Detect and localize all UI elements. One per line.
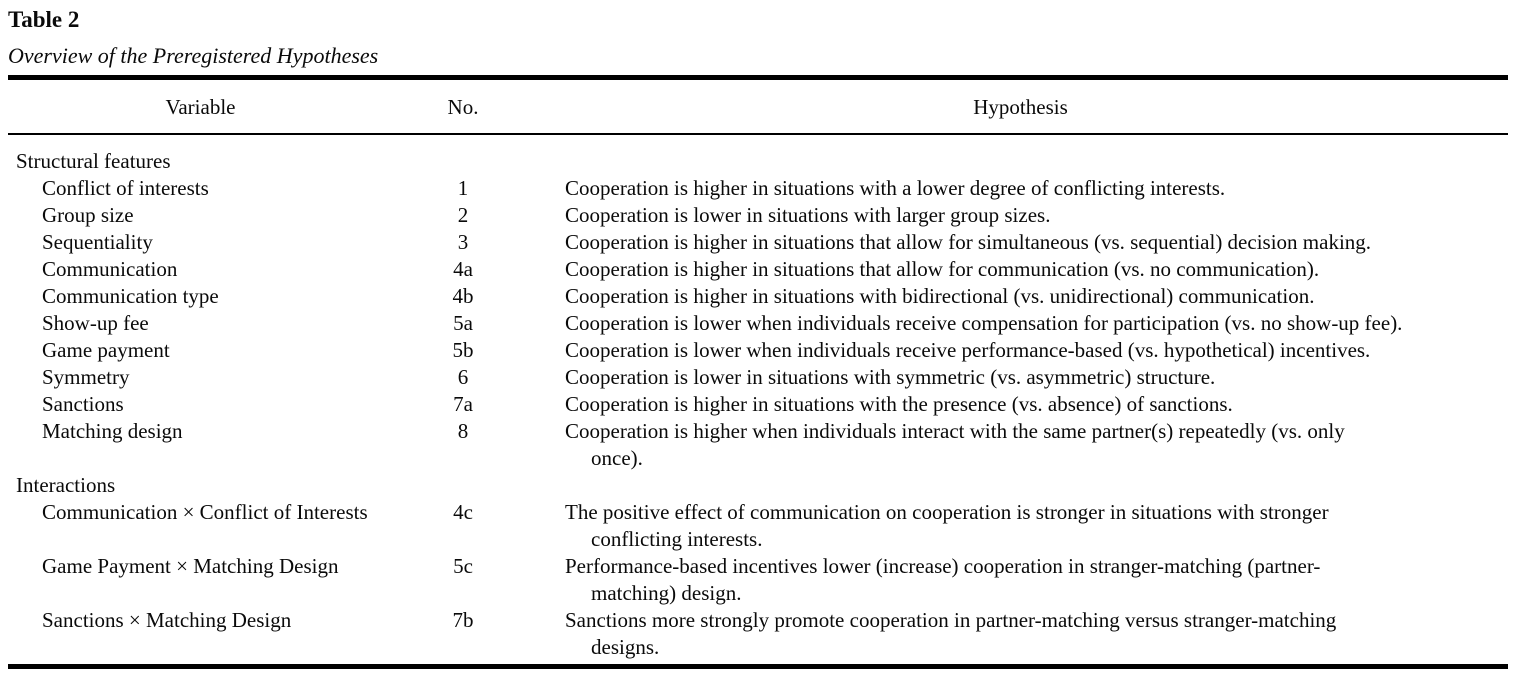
variable-cell: Game Payment × Matching Design bbox=[42, 554, 339, 578]
table-number: Table 2 bbox=[8, 7, 80, 32]
variable-cell: Communication bbox=[42, 257, 178, 281]
hypothesis-number-cell: 7a bbox=[453, 392, 473, 416]
table-row: Sanctions × Matching Design 7b Sanctions m… bbox=[8, 607, 1508, 661]
bottom-rule bbox=[8, 664, 1508, 669]
section-no-spacer bbox=[393, 134, 533, 175]
hypothesis-text-cell: Cooperation is lower when individuals re… bbox=[565, 338, 1371, 362]
hypotheses-table: Variable No. Hypothesis Structural featu… bbox=[8, 80, 1508, 661]
table-row: Communication type 4b Cooperation is highe… bbox=[8, 283, 1508, 310]
hypothesis-text-cell: Cooperation is lower when individuals re… bbox=[565, 311, 1403, 335]
hypothesis-number-cell: 4c bbox=[453, 500, 473, 524]
table-row: Conflict of interests 1 Cooperation is hig… bbox=[8, 175, 1508, 202]
hypothesis-text-cell: Cooperation is higher in situations that… bbox=[565, 230, 1372, 254]
section-header-row: Interactions bbox=[8, 472, 1508, 499]
variable-cell: Sanctions × Matching Design bbox=[42, 608, 292, 632]
hypothesis-number-cell: 8 bbox=[457, 419, 469, 443]
variable-cell: Communication type bbox=[42, 284, 219, 308]
column-header-hypothesis: Hypothesis bbox=[533, 80, 1508, 135]
hypothesis-number-cell: 4a bbox=[453, 257, 473, 281]
table-row: Game Payment × Matching Design 5c Performa… bbox=[8, 553, 1508, 607]
hypothesis-text-cell: Cooperation is higher in situations with… bbox=[565, 176, 1226, 200]
hypothesis-text-cell: Cooperation is higher when individuals i… bbox=[565, 419, 1345, 470]
column-header-variable: Variable bbox=[8, 80, 393, 135]
variable-cell: Show-up fee bbox=[42, 311, 149, 335]
table-row: Matching design 8 Cooperation is higher wh… bbox=[8, 418, 1508, 472]
hypothesis-number-cell: 1 bbox=[457, 176, 469, 200]
header-row: Variable No. Hypothesis bbox=[8, 80, 1508, 135]
table-row: Sanctions 7a Cooperation is higher in situ… bbox=[8, 391, 1508, 418]
variable-cell: Communication × Conflict of Interests bbox=[42, 500, 368, 524]
variable-cell: Game payment bbox=[42, 338, 170, 362]
table-row: Show-up fee 5a Cooperation is lower when i… bbox=[8, 310, 1508, 337]
section-no-spacer bbox=[393, 472, 533, 499]
variable-cell: Sanctions bbox=[42, 392, 124, 416]
hypothesis-text-cell: The positive effect of communication on … bbox=[565, 500, 1329, 551]
section-label: Interactions bbox=[16, 473, 116, 497]
table-row: Communication × Conflict of Interests 4c T… bbox=[8, 499, 1508, 553]
hypothesis-text-cell: Cooperation is lower in situations with … bbox=[565, 203, 1051, 227]
table-row: Communication 4a Cooperation is higher in … bbox=[8, 256, 1508, 283]
section-header-row: Structural features bbox=[8, 134, 1508, 175]
hypothesis-text-cell: Performance-based incentives lower (incr… bbox=[565, 554, 1321, 605]
table-row: Group size 2 Cooperation is lower in situa… bbox=[8, 202, 1508, 229]
table-row: Symmetry 6 Cooperation is lower in situati… bbox=[8, 364, 1508, 391]
section-hypothesis-spacer bbox=[533, 134, 1508, 175]
variable-cell: Conflict of interests bbox=[42, 176, 209, 200]
table-caption: Overview of the Preregistered Hypotheses bbox=[8, 43, 379, 68]
section-hypothesis-spacer bbox=[533, 472, 1508, 499]
table-row: Game payment 5b Cooperation is lower when … bbox=[8, 337, 1508, 364]
hypothesis-number-cell: 5a bbox=[453, 311, 473, 335]
variable-cell: Symmetry bbox=[42, 365, 130, 389]
top-rule bbox=[8, 75, 1508, 80]
hypothesis-text-cell: Cooperation is higher in situations that… bbox=[565, 257, 1320, 281]
hypothesis-text-cell: Sanctions more strongly promote cooperat… bbox=[565, 608, 1337, 659]
hypothesis-text-cell: Cooperation is higher in situations with… bbox=[565, 284, 1315, 308]
variable-cell: Matching design bbox=[42, 419, 183, 443]
variable-cell: Sequentiality bbox=[42, 230, 153, 254]
hypothesis-number-cell: 5b bbox=[452, 338, 474, 362]
hypothesis-text-cell: Cooperation is higher in situations with… bbox=[565, 392, 1233, 416]
hypothesis-number-cell: 6 bbox=[457, 365, 469, 389]
hypothesis-text-cell: Cooperation is lower in situations with … bbox=[565, 365, 1216, 389]
section-label: Structural features bbox=[16, 149, 171, 173]
table-row: Sequentiality 3 Cooperation is higher in s… bbox=[8, 229, 1508, 256]
variable-cell: Group size bbox=[42, 203, 134, 227]
column-header-no: No. bbox=[393, 80, 533, 135]
hypothesis-number-cell: 5c bbox=[453, 554, 473, 578]
hypothesis-number-cell: 3 bbox=[457, 230, 469, 254]
hypothesis-number-cell: 4b bbox=[452, 284, 474, 308]
hypothesis-number-cell: 7b bbox=[452, 608, 474, 632]
hypothesis-number-cell: 2 bbox=[457, 203, 469, 227]
